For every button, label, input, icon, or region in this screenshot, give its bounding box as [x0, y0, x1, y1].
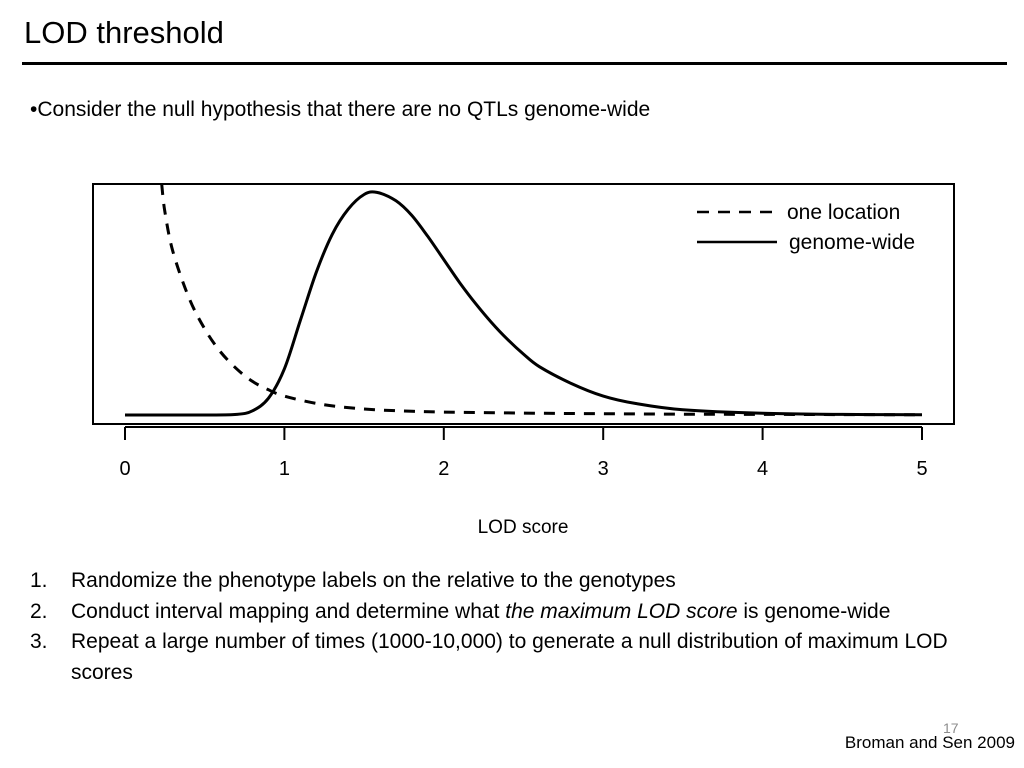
x-axis: 0 1 2 3 4 5 — [119, 426, 928, 480]
title-underline — [22, 62, 1007, 65]
series-line-one-location — [160, 185, 923, 417]
step-number: 1. — [30, 569, 48, 592]
legend-label-genome-wide: genome-wide — [789, 231, 915, 254]
series-layer — [124, 185, 923, 417]
step-text: Randomize the phenotype labels on the re… — [71, 569, 676, 592]
step-text: Conduct interval mapping and determine w… — [71, 599, 506, 623]
legend: one location genome-wide — [697, 201, 915, 254]
step-number: 3. — [30, 630, 48, 653]
step-item: 1. Randomize the phenotype labels on the … — [30, 566, 960, 597]
legend-label-one-location: one location — [787, 201, 900, 224]
x-tick-label: 1 — [279, 458, 290, 480]
x-tick-label: 2 — [438, 458, 449, 480]
steps-list: 1. Randomize the phenotype labels on the … — [30, 566, 960, 688]
lod-distribution-chart: 0 1 2 3 4 5 one location genome-wide LOD scor… — [92, 183, 955, 538]
step-item: 3. Repeat a large number of times (1000-1… — [30, 627, 960, 688]
x-tick-label: 5 — [916, 458, 927, 480]
plot-frame — [92, 183, 955, 425]
citation: Broman and Sen 2009 — [844, 733, 1015, 752]
step-text: Repeat a large number of times (1000-10,… — [71, 630, 948, 684]
step-emphasis: the maximum LOD score — [505, 599, 738, 623]
step-text: is genome-wide — [737, 599, 891, 623]
x-tick-label: 0 — [119, 458, 130, 480]
x-tick-label: 4 — [757, 458, 768, 480]
x-tick-label: 3 — [598, 458, 609, 480]
step-number: 2. — [30, 599, 48, 623]
page-number: 17 — [943, 720, 959, 736]
slide-title: LOD threshold — [24, 15, 224, 50]
step-item: 2. Conduct interval mapping and determine… — [30, 597, 960, 628]
series-line-genome-wide — [124, 190, 923, 417]
bullet-text: •Consider the null hypothesis that there… — [30, 98, 651, 121]
x-axis-label: LOD score — [478, 517, 569, 538]
